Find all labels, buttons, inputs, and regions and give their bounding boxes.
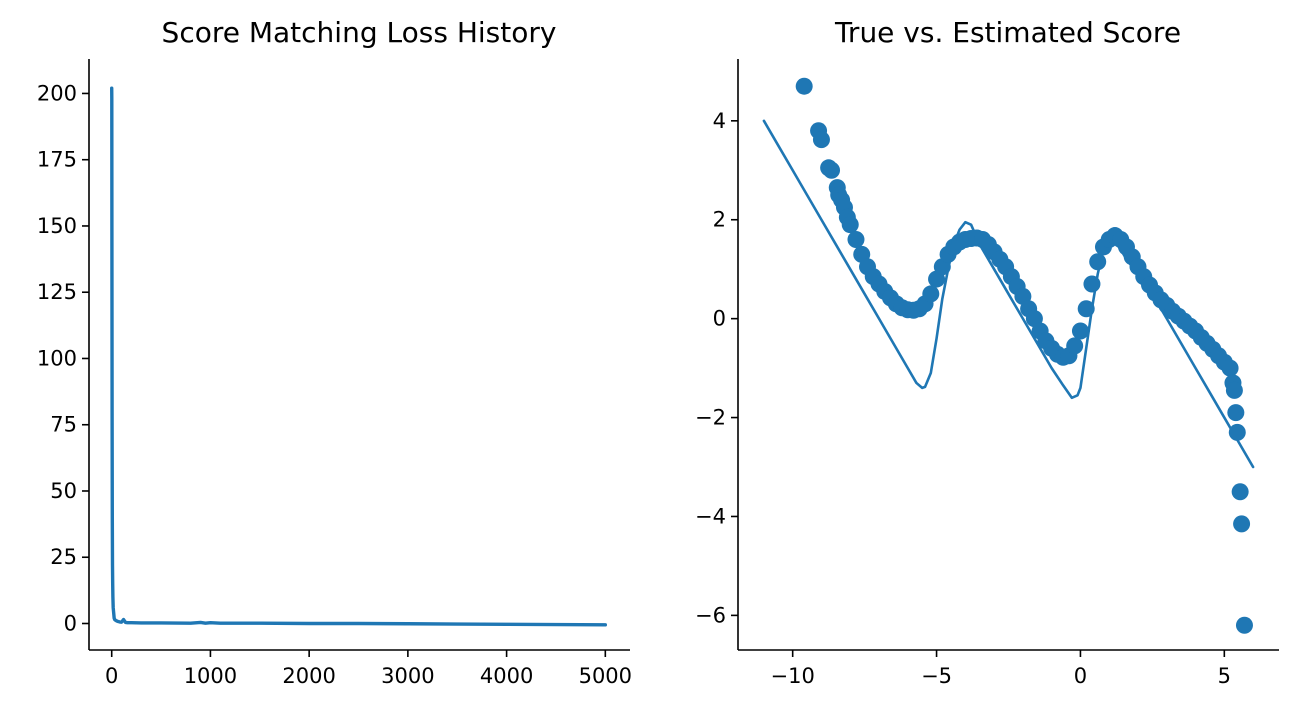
score-comparison-x-tick-label: 5 [1218,664,1231,688]
loss-history-y-tick-label: 50 [50,479,77,503]
score-comparison-x-tick-label: −5 [921,664,952,688]
loss-history-y-tick-label: 0 [64,611,77,635]
score-comparison-scatter-point [1071,322,1089,340]
score-comparison-title: True vs. Estimated Score [834,16,1181,49]
score-comparison-scatter-point [1077,300,1095,318]
score-comparison-x-ticks: −10 −5 0 5 [771,650,1231,688]
loss-history-x-tick-label: 4000 [480,664,533,688]
score-comparison-scatter-point [1083,275,1101,293]
score-comparison-scatter-point [1066,337,1084,355]
score-comparison-y-tick-label: −4 [695,504,726,528]
score-comparison-scatter-point [922,285,940,303]
score-comparison-y-ticks: −6 −4 −2 0 2 4 [695,109,738,627]
loss-history-y-tick-label: 125 [37,280,77,304]
score-comparison-axes: True vs. Estimated Score −10 −5 0 5 −6 −4 −2 0… [695,16,1279,688]
score-comparison-scatter-point [847,231,865,249]
score-comparison-x-tick-label: 0 [1074,664,1087,688]
score-comparison-series [762,77,1255,634]
loss-history-axes: Score Matching Loss History 0 1000 2000 300… [37,16,632,688]
score-comparison-scatter-point [812,131,830,149]
score-comparison-scatter-point [841,216,859,234]
score-comparison-scatter-point [1235,616,1253,634]
loss-history-y-tick-label: 100 [37,346,77,370]
score-comparison-y-tick-label: 0 [713,307,726,331]
score-comparison-y-tick-label: −2 [695,406,726,430]
score-comparison-y-tick-label: 4 [713,109,726,133]
loss-history-x-ticks: 0 1000 2000 3000 4000 5000 [105,650,632,688]
score-comparison-scatter-point [1225,381,1243,399]
loss-history-y-tick-label: 200 [37,81,77,105]
loss-history-line [110,86,608,627]
loss-history-x-tick-label: 5000 [579,664,632,688]
loss-history-y-tick-label: 75 [50,413,77,437]
loss-history-series [110,86,608,627]
score-comparison-scatter-point [1233,515,1251,533]
score-comparison-scatter-point [823,161,841,179]
score-comparison-scatter-point [795,77,813,95]
score-comparison-scatter-point [1221,359,1239,377]
loss-history-title: Score Matching Loss History [162,16,557,49]
loss-history-x-tick-label: 2000 [282,664,335,688]
loss-history-y-tick-label: 150 [37,214,77,238]
loss-history-x-tick-label: 0 [105,664,118,688]
score-comparison-x-tick-label: −10 [771,664,815,688]
score-comparison-scatter-point [1089,253,1107,271]
loss-history-y-tick-label: 25 [50,545,77,569]
score-comparison-scatter-point [1231,483,1249,501]
score-comparison-y-tick-label: 2 [713,208,726,232]
loss-history-y-tick-label: 175 [37,148,77,172]
loss-history-y-ticks: 0 25 50 75 100 125 150 175 200 [37,81,89,635]
loss-history-x-tick-label: 3000 [381,664,434,688]
score-comparison-scatter-point [1227,404,1245,422]
score-comparison-scatter-point [1228,423,1246,441]
loss-history-x-tick-label: 1000 [184,664,237,688]
score-comparison-y-tick-label: −6 [695,603,726,627]
